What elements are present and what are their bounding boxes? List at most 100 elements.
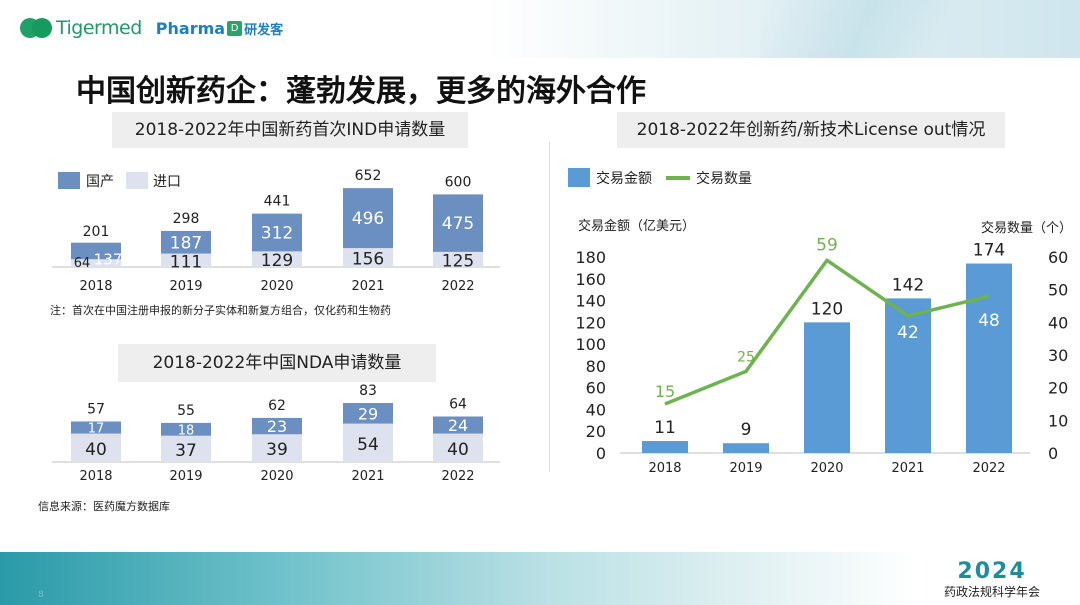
ind-domestic-value-2018: 137: [94, 251, 123, 269]
ind-total-2019: 298: [173, 211, 200, 227]
license-amount-value-2022: 174: [973, 241, 1005, 261]
ind-note: 注：首次在中国注册申报的新分子实体和新复方组合，仅化药和生物药: [50, 304, 391, 317]
ind-import-value-2019: 111: [170, 252, 202, 272]
license-bar-2021: [885, 298, 931, 453]
license-chart-title: 2018-2022年创新药/新技术License out情况: [617, 112, 1005, 148]
nda-bar-upper-2022: [433, 416, 483, 434]
header-band: [0, 0, 1080, 58]
license-ytick-140: 140: [575, 292, 606, 311]
nda-bar-lower-2022: [433, 433, 483, 462]
nda-lower-value-2018: 40: [85, 440, 107, 460]
event-year: 2024: [957, 559, 1027, 584]
partner-cn: 研发客: [244, 22, 284, 38]
ind-bar-import-2018: [71, 259, 121, 267]
license-xtick-2022: 2022: [972, 461, 1005, 476]
ind-total-2020: 441: [264, 194, 291, 210]
license-count-line: [664, 258, 990, 406]
ind-xtick-2022: 2022: [441, 279, 474, 294]
tigermed-logo-icon: [20, 12, 52, 44]
event-badge: 2024 药政法规科学年会: [944, 560, 1040, 600]
license-legend-count-label: 交易数量: [696, 170, 752, 187]
license-y2tick-60: 60: [1048, 248, 1068, 267]
nda-bar-lower-2021: [343, 423, 393, 462]
ind-bar-import-2020: [252, 251, 302, 267]
nda-upper-value-2018: 17: [88, 422, 105, 437]
nda-total-2020: 62: [268, 398, 286, 414]
ind-import-value-2018: 64: [74, 256, 91, 271]
nda-bar-upper-2019: [161, 422, 211, 436]
nda-xtick-2021: 2021: [351, 469, 384, 484]
license-xtick-2020: 2020: [810, 461, 843, 476]
ind-chart-title: 2018-2022年中国新药首次IND申请数量: [112, 112, 468, 148]
license-legend-amount-swatch: [568, 168, 590, 187]
logo-text: Tigermed: [56, 17, 142, 39]
nda-upper-value-2019: 18: [178, 423, 195, 438]
ind-total-2018: 201: [83, 224, 110, 240]
ind-legend-import-label: 进口: [153, 174, 181, 190]
license-y2tick-40: 40: [1048, 313, 1068, 332]
license-y2tick-30: 30: [1048, 346, 1068, 365]
nda-lower-value-2022: 40: [447, 440, 469, 460]
ind-total-2022: 600: [445, 174, 472, 190]
partner-badge-icon: D: [227, 20, 243, 36]
license-count-value-2020: 59: [816, 235, 838, 255]
ind-bar-domestic-2022: [433, 194, 483, 252]
ind-domestic-value-2019: 187: [170, 233, 202, 253]
license-y2tick-50: 50: [1048, 281, 1068, 300]
license-bar-2020: [804, 322, 850, 453]
license-legend-amount-label: 交易金额: [596, 170, 652, 187]
nda-bar-upper-2018: [71, 421, 121, 434]
license-bar-2019: [723, 443, 769, 453]
license-ytick-60: 60: [586, 379, 606, 398]
license-amount-value-2021: 142: [892, 275, 924, 295]
license-y2tick-20: 20: [1048, 379, 1068, 398]
page-number: 8: [38, 590, 44, 600]
ind-domestic-value-2021: 496: [352, 209, 384, 229]
ind-bar-import-2021: [343, 248, 393, 267]
nda-upper-value-2020: 23: [267, 417, 287, 436]
ind-total-2021: 652: [355, 168, 382, 184]
ind-import-value-2022: 125: [442, 251, 474, 271]
license-ytick-80: 80: [586, 357, 606, 376]
nda-bar-lower-2018: [71, 433, 121, 462]
nda-bar-lower-2019: [161, 435, 211, 462]
nda-xtick-2018: 2018: [79, 469, 112, 484]
ind-domestic-value-2022: 475: [442, 214, 474, 234]
license-xtick-2019: 2019: [729, 461, 762, 476]
license-ytick-20: 20: [586, 422, 606, 441]
ind-xtick-2018: 2018: [79, 279, 112, 294]
source-note: 信息来源：医药魔方数据库: [38, 500, 170, 513]
license-bar-2018: [642, 441, 688, 453]
nda-total-2022: 64: [449, 396, 467, 412]
license-xtick-2021: 2021: [891, 461, 924, 476]
license-ylabel: 交易金额（亿美元）: [578, 218, 695, 234]
nda-total-2019: 55: [177, 403, 195, 419]
nda-bar-lower-2020: [252, 434, 302, 462]
license-amount-value-2020: 120: [811, 299, 843, 319]
nda-lower-value-2019: 37: [175, 441, 197, 461]
ind-bar-import-2019: [161, 253, 211, 267]
license-xtick-2018: 2018: [648, 461, 681, 476]
license-count-value-2018: 15: [655, 382, 675, 401]
license-ytick-40: 40: [586, 400, 606, 419]
license-ytick-120: 120: [575, 313, 606, 332]
license-bar-2022: [966, 263, 1012, 453]
ind-bar-import-2022: [433, 251, 483, 267]
ind-xtick-2019: 2019: [169, 279, 202, 294]
ind-import-value-2020: 129: [261, 251, 293, 271]
nda-xtick-2020: 2020: [260, 469, 293, 484]
nda-lower-value-2020: 39: [266, 440, 288, 460]
ind-xtick-2021: 2021: [351, 279, 384, 294]
license-y2tick-10: 10: [1048, 411, 1068, 430]
nda-upper-value-2022: 24: [448, 416, 468, 435]
license-ytick-160: 160: [575, 270, 606, 289]
license-amount-value-2018: 11: [654, 418, 676, 438]
license-ytick-180: 180: [575, 248, 606, 267]
nda-total-2021: 83: [359, 383, 377, 399]
ind-bar-domestic-2018: [71, 242, 121, 260]
tigermed-logo: Tigermed Pharma D 研发客: [20, 12, 283, 44]
nda-bar-upper-2021: [343, 402, 393, 424]
license-count-value-2022: 48: [978, 311, 1000, 331]
nda-xtick-2022: 2022: [441, 469, 474, 484]
